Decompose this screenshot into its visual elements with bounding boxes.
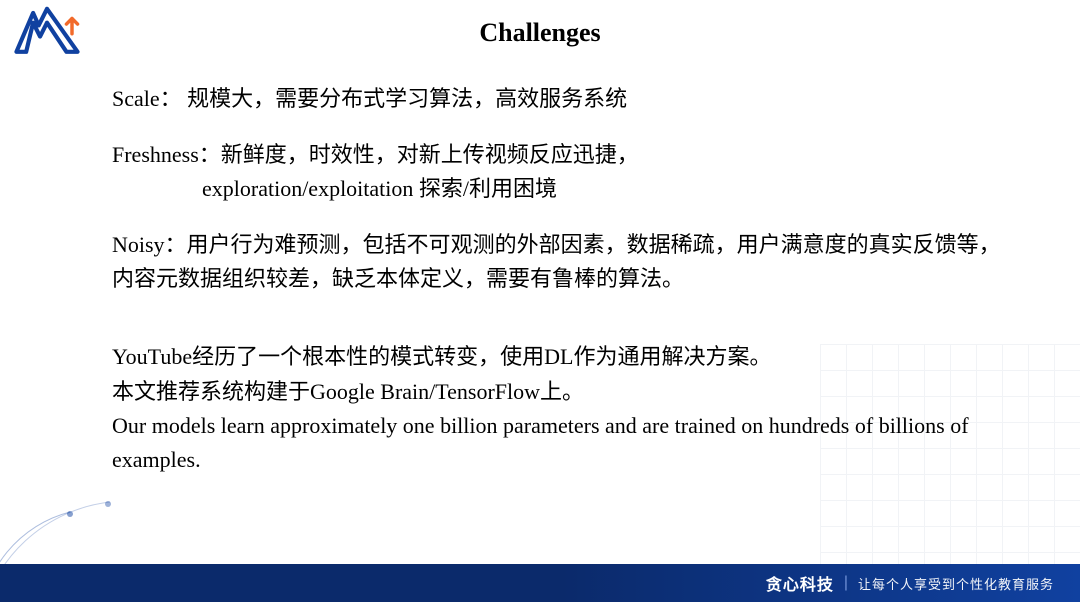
freshness-line1: Freshness：新鲜度，时效性，对新上传视频反应迅捷，	[112, 138, 1020, 172]
para-line3: Our models learn approximately one billi…	[112, 409, 1020, 477]
freshness-line2: exploration/exploitation 探索/利用困境	[112, 172, 1020, 206]
slide-body: Scale： 规模大，需要分布式学习算法，高效服务系统 Freshness：新鲜…	[112, 82, 1020, 499]
noisy-text: Noisy：用户行为难预测，包括不可观测的外部因素，数据稀疏，用户满意度的真实反…	[112, 228, 1020, 296]
footer-tagline: 让每个人享受到个性化教育服务	[858, 574, 1054, 593]
para-line2: 本文推荐系统构建于Google Brain/TensorFlow上。	[112, 375, 1020, 409]
scale-line1: Scale： 规模大，需要分布式学习算法，高效服务系统	[112, 82, 1020, 116]
scale-block: Scale： 规模大，需要分布式学习算法，高效服务系统	[112, 82, 1020, 116]
freshness-block: Freshness：新鲜度，时效性，对新上传视频反应迅捷， exploratio…	[112, 138, 1020, 206]
footer-bar: 贪心科技 | 让每个人享受到个性化教育服务	[0, 564, 1080, 602]
paragraph-block: YouTube经历了一个根本性的模式转变，使用DL作为通用解决方案。 本文推荐系…	[112, 340, 1020, 476]
footer-brand: 贪心科技	[766, 571, 834, 595]
noisy-block: Noisy：用户行为难预测，包括不可观测的外部因素，数据稀疏，用户满意度的真实反…	[112, 228, 1020, 296]
footer-separator: |	[844, 574, 848, 592]
para-line1: YouTube经历了一个根本性的模式转变，使用DL作为通用解决方案。	[112, 340, 1020, 374]
slide-title: Challenges	[0, 18, 1080, 48]
